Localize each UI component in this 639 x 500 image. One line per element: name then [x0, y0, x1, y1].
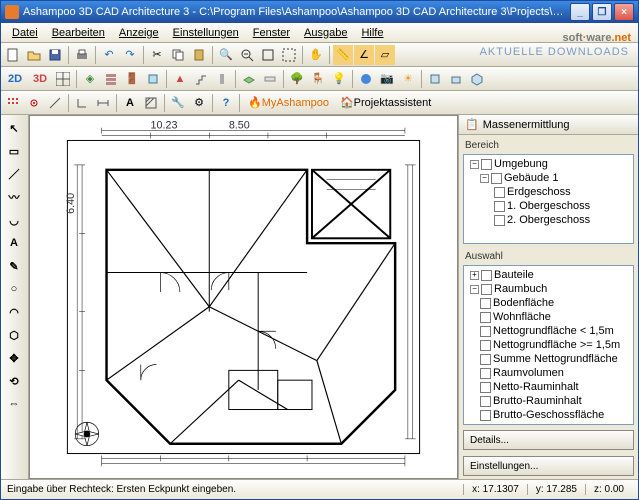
open-icon[interactable] — [24, 45, 44, 65]
snap-point-icon[interactable] — [24, 93, 44, 113]
curve-tool-icon[interactable]: ◡ — [3, 209, 25, 231]
right-panel: 📋 Massenermittlung Bereich −Umgebung −Ge… — [458, 115, 638, 479]
layer-icon[interactable]: ◈ — [80, 69, 100, 89]
sun-icon[interactable]: ☀ — [398, 69, 418, 89]
status-y: y: 17.285 — [527, 484, 585, 495]
ortho-icon[interactable] — [72, 93, 92, 113]
maximize-button[interactable]: ❐ — [592, 3, 612, 21]
status-message: Eingabe über Rechteck: Ersten Eckpunkt e… — [7, 484, 463, 495]
redo-icon[interactable]: ↷ — [120, 45, 140, 65]
close-button[interactable]: × — [614, 3, 634, 21]
projektassistent-icon[interactable]: 🏠 Projektassistent — [335, 93, 436, 113]
column-icon[interactable] — [212, 69, 232, 89]
zoom-window-icon[interactable] — [279, 45, 299, 65]
left-toolbar: ↖ ▭ ／ 〰 ◡ A ✎ ○ ◠ ⬡ ✥ ⟲ ⇔ — [1, 115, 29, 479]
line-tool-icon[interactable]: ／ — [3, 163, 25, 185]
menu-ausgabe[interactable]: Ausgabe — [297, 25, 354, 41]
arc-tool-icon[interactable]: ◠ — [3, 301, 25, 323]
zoom-fit-icon[interactable] — [258, 45, 278, 65]
status-z: z: 0.00 — [585, 484, 632, 495]
menu-einstellungen[interactable]: Einstellungen — [166, 25, 246, 41]
door-icon[interactable]: 🚪 — [122, 69, 142, 89]
menu-bearbeiten[interactable]: Bearbeiten — [45, 25, 112, 41]
view-3d-button[interactable]: 3D — [28, 69, 52, 89]
measure-icon[interactable]: 📏 — [333, 45, 353, 65]
copy-icon[interactable] — [168, 45, 188, 65]
text-icon[interactable]: A — [120, 93, 140, 113]
menu-datei[interactable]: Datei — [5, 25, 45, 41]
rotate-tool-icon[interactable]: ⟲ — [3, 370, 25, 392]
cut-icon[interactable]: ✂ — [147, 45, 167, 65]
menu-anzeige[interactable]: Anzeige — [112, 25, 166, 41]
print-icon[interactable] — [72, 45, 92, 65]
camera-icon[interactable]: 📷 — [377, 69, 397, 89]
menubar: Datei Bearbeiten Anzeige Einstellungen F… — [1, 23, 638, 43]
auswahl-tree[interactable]: +Bauteile −Raumbuch Bodenfläche Wohnfläc… — [463, 265, 634, 425]
toolbar-3: A 🔧 ⚙ ? 🔥 MyAshampoo 🏠 Projektassistent — [1, 91, 638, 115]
mirror-tool-icon[interactable]: ⇔ — [3, 393, 25, 415]
section-auswahl-label: Auswahl — [463, 248, 634, 265]
view-iso-icon[interactable] — [467, 69, 487, 89]
toolbar-1: ↶ ↷ ✂ 🔍 ✋ 📏 ∠ ▱ — [1, 43, 638, 67]
select-tool-icon[interactable]: ↖ — [3, 117, 25, 139]
gear-icon[interactable]: ⚙ — [189, 93, 209, 113]
hatch-icon[interactable] — [141, 93, 161, 113]
einstellungen-button[interactable]: Einstellungen... — [463, 456, 634, 476]
details-button[interactable]: Details... — [463, 430, 634, 450]
new-icon[interactable] — [3, 45, 23, 65]
dropper-tool-icon[interactable]: ✎ — [3, 255, 25, 277]
minimize-button[interactable]: _ — [570, 3, 590, 21]
titlebar: Ashampoo 3D CAD Architecture 3 - C:\Prog… — [1, 1, 638, 23]
myashampoo-icon[interactable]: 🔥 MyAshampoo — [243, 93, 334, 113]
undo-icon[interactable]: ↶ — [99, 45, 119, 65]
zoom-in-icon[interactable]: 🔍 — [216, 45, 236, 65]
text-tool-icon[interactable]: A — [3, 232, 25, 254]
view-top-icon[interactable] — [425, 69, 445, 89]
paste-icon[interactable] — [189, 45, 209, 65]
ceiling-icon[interactable] — [260, 69, 280, 89]
roof-icon[interactable]: ▲ — [170, 69, 190, 89]
dimension-icon[interactable] — [93, 93, 113, 113]
save-icon[interactable] — [45, 45, 65, 65]
move-tool-icon[interactable]: ✥ — [3, 347, 25, 369]
snap-line-icon[interactable] — [45, 93, 65, 113]
polygon-tool-icon[interactable]: ⬡ — [3, 324, 25, 346]
tree-icon[interactable]: 🌳 — [287, 69, 307, 89]
view-2d-button[interactable]: 2D — [3, 69, 27, 89]
light-icon[interactable]: 💡 — [329, 69, 349, 89]
furniture-icon[interactable]: 🪑 — [308, 69, 328, 89]
svg-text:6.40: 6.40 — [65, 193, 77, 214]
toolbar-2: 2D 3D ◈ 🚪 ▲ 🌳 🪑 💡 📷 ☀ — [1, 67, 638, 91]
svg-text:8.50: 8.50 — [229, 120, 250, 132]
help-icon[interactable]: ? — [216, 93, 236, 113]
area-icon[interactable]: ▱ — [375, 45, 395, 65]
section-bereich-label: Bereich — [463, 137, 634, 154]
floor-icon[interactable] — [239, 69, 259, 89]
tools-icon[interactable]: 🔧 — [168, 93, 188, 113]
render-icon[interactable] — [356, 69, 376, 89]
window-icon[interactable] — [143, 69, 163, 89]
rect-tool-icon[interactable]: ▭ — [3, 140, 25, 162]
statusbar: Eingabe über Rechteck: Ersten Eckpunkt e… — [1, 479, 638, 499]
circle-tool-icon[interactable]: ○ — [3, 278, 25, 300]
grid-icon[interactable] — [53, 69, 73, 89]
calculator-icon: 📋 — [465, 118, 479, 131]
drawing-canvas[interactable]: 10.23 8.50 6.40 — [29, 115, 458, 479]
angle-icon[interactable]: ∠ — [354, 45, 374, 65]
polyline-tool-icon[interactable]: 〰 — [3, 186, 25, 208]
svg-text:10.23: 10.23 — [151, 120, 178, 132]
stairs-icon[interactable] — [191, 69, 211, 89]
menu-hilfe[interactable]: Hilfe — [354, 25, 390, 41]
app-icon — [5, 5, 19, 19]
zoom-out-icon[interactable] — [237, 45, 257, 65]
window-title: Ashampoo 3D CAD Architecture 3 - C:\Prog… — [23, 6, 570, 18]
snap-grid-icon[interactable] — [3, 93, 23, 113]
bereich-tree[interactable]: −Umgebung −Gebäude 1 Erdgeschoss 1. Ober… — [463, 154, 634, 244]
status-x: x: 17.1307 — [463, 484, 527, 495]
menu-fenster[interactable]: Fenster — [246, 25, 297, 41]
pan-icon[interactable]: ✋ — [306, 45, 326, 65]
view-front-icon[interactable] — [446, 69, 466, 89]
panel-header: 📋 Massenermittlung — [459, 115, 638, 135]
wall-icon[interactable] — [101, 69, 121, 89]
